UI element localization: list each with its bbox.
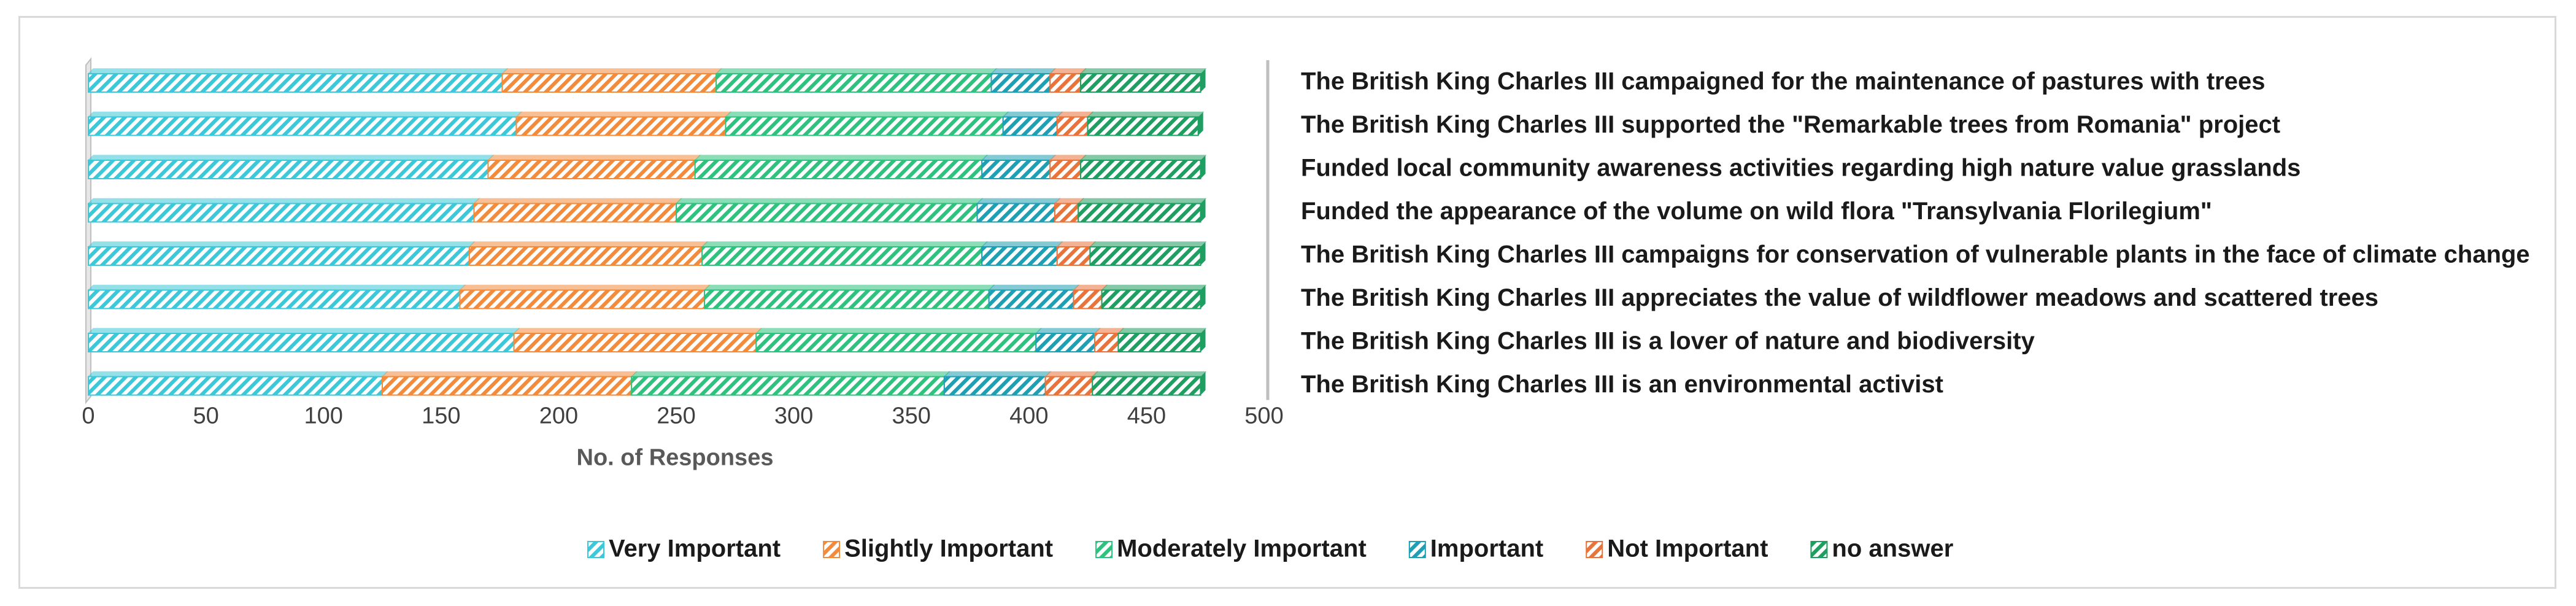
legend-swatch — [1095, 541, 1113, 558]
category-label: Funded local community awareness activit… — [1301, 155, 2300, 182]
bar-slightly-important-row-6 — [458, 284, 711, 309]
category-label: The British King Charles III campaigns f… — [1301, 241, 2530, 268]
legend-label: Important — [1430, 535, 1543, 562]
legend-label: Not Important — [1607, 535, 1768, 562]
bar-moderately-important-row-4 — [675, 198, 984, 223]
category-label: Funded the appearance of the volume on w… — [1301, 198, 2212, 225]
legend-item-moderately-important: Moderately Important — [1095, 535, 1367, 562]
x-tick-label: 200 — [539, 403, 578, 429]
bar-no-answer-row-1 — [1079, 68, 1207, 93]
category-label: The British King Charles III is a lover … — [1301, 328, 2035, 355]
bar-end-face-row-2 — [1198, 112, 1203, 136]
bar-not-important-row-4 — [1054, 198, 1085, 223]
bar-end-face-row-8 — [1200, 371, 1206, 395]
bar-no-answer-row-6 — [1100, 284, 1207, 309]
bar-very-important-row-5 — [87, 241, 476, 266]
bar-end-face-row-1 — [1200, 69, 1206, 92]
bar-very-important-row-4 — [87, 198, 480, 223]
legend-swatch — [823, 541, 841, 558]
bar-end-face-row-3 — [1200, 155, 1206, 179]
legend: Very Important Slightly Important Moderate… — [587, 535, 1953, 562]
legend-swatch — [1408, 541, 1426, 558]
bar-important-row-2 — [1001, 111, 1063, 136]
bar-very-important-row-7 — [87, 328, 520, 352]
x-tick-label: 450 — [1127, 403, 1166, 429]
bar-no-answer-row-2 — [1086, 111, 1205, 136]
bar-no-answer-row-4 — [1077, 198, 1207, 223]
legend-label: Moderately Important — [1117, 535, 1367, 562]
bar-important-row-3 — [981, 155, 1057, 179]
bar-slightly-important-row-5 — [468, 241, 708, 266]
x-tick-label: 300 — [774, 403, 813, 429]
bar-very-important-row-6 — [87, 284, 466, 309]
bar-not-important-row-5 — [1055, 241, 1097, 266]
bar-end-face-row-6 — [1200, 285, 1206, 309]
bar-moderately-important-row-2 — [724, 111, 1009, 136]
category-label: The British King Charles III supported t… — [1301, 111, 2280, 138]
bar-moderately-important-row-8 — [630, 371, 951, 396]
legend-swatch — [1586, 541, 1603, 558]
bar-not-important-row-8 — [1044, 371, 1099, 396]
x-tick-label: 100 — [304, 403, 342, 429]
legend-label: Very Important — [609, 535, 781, 562]
legend-label: no answer — [1832, 535, 1953, 562]
bar-moderately-important-row-1 — [715, 68, 998, 93]
bar-not-important-row-3 — [1049, 155, 1087, 179]
bar-important-row-4 — [976, 198, 1061, 223]
bar-important-row-5 — [981, 241, 1063, 266]
bar-end-face-row-4 — [1200, 198, 1206, 222]
legend-item-no-answer: no answer — [1810, 535, 1953, 562]
bar-moderately-important-row-5 — [701, 241, 988, 266]
bar-important-row-7 — [1035, 328, 1101, 352]
legend-item-very-important: Very Important — [587, 535, 781, 562]
x-tick-label: 250 — [657, 403, 695, 429]
bar-slightly-important-row-7 — [512, 328, 763, 352]
bar-end-face-row-5 — [1200, 242, 1206, 265]
bar-slightly-important-row-1 — [501, 68, 722, 93]
bar-slightly-important-row-2 — [515, 111, 732, 136]
legend-swatch — [587, 541, 604, 558]
chart-wall — [85, 57, 91, 405]
bar-very-important-row-1 — [87, 68, 509, 93]
bar-no-answer-row-5 — [1089, 241, 1207, 266]
bar-very-important-row-2 — [87, 111, 523, 136]
category-labels: The British King Charles III campaigned … — [1301, 68, 2530, 398]
x-tick-label: 50 — [193, 403, 218, 429]
legend-swatch — [1810, 541, 1828, 558]
bar-moderately-important-row-7 — [755, 328, 1043, 352]
x-axis: 0 50 100 150 200 250 300 350 400 450 500 — [82, 403, 1283, 429]
bar-no-answer-row-3 — [1079, 155, 1207, 179]
category-label: The British King Charles III campaigned … — [1301, 68, 2265, 95]
bar-no-answer-row-7 — [1117, 328, 1207, 352]
legend-label: Slightly Important — [844, 535, 1053, 562]
bars-group — [85, 57, 1270, 405]
bar-moderately-important-row-6 — [703, 284, 995, 309]
bar-slightly-important-row-3 — [487, 155, 701, 179]
x-tick-label: 400 — [1009, 403, 1048, 429]
legend-item-important: Important — [1408, 535, 1543, 562]
x-tick-label: 350 — [892, 403, 930, 429]
bar-important-row-1 — [990, 68, 1057, 93]
category-label: The British King Charles III is an envir… — [1301, 371, 1943, 398]
x-tick-label: 0 — [82, 403, 94, 429]
bar-important-row-8 — [943, 371, 1052, 396]
bar-not-important-row-7 — [1093, 328, 1125, 352]
category-label: The British King Charles III appreciates… — [1301, 284, 2378, 311]
x-tick-label: 500 — [1244, 403, 1283, 429]
bar-slightly-important-row-4 — [472, 198, 682, 223]
bar-end-face-row-7 — [1200, 328, 1206, 352]
bar-very-important-row-8 — [87, 371, 388, 396]
bar-moderately-important-row-3 — [693, 155, 988, 179]
bar-no-answer-row-8 — [1091, 371, 1207, 396]
bar-important-row-6 — [987, 284, 1080, 309]
legend-item-not-important: Not Important — [1586, 535, 1768, 562]
legend-item-slightly-important: Slightly Important — [823, 535, 1053, 562]
x-tick-label: 150 — [422, 403, 460, 429]
bar-slightly-important-row-8 — [381, 371, 638, 396]
bar-very-important-row-3 — [87, 155, 495, 179]
x-axis-title: No. of Responses — [577, 445, 774, 471]
